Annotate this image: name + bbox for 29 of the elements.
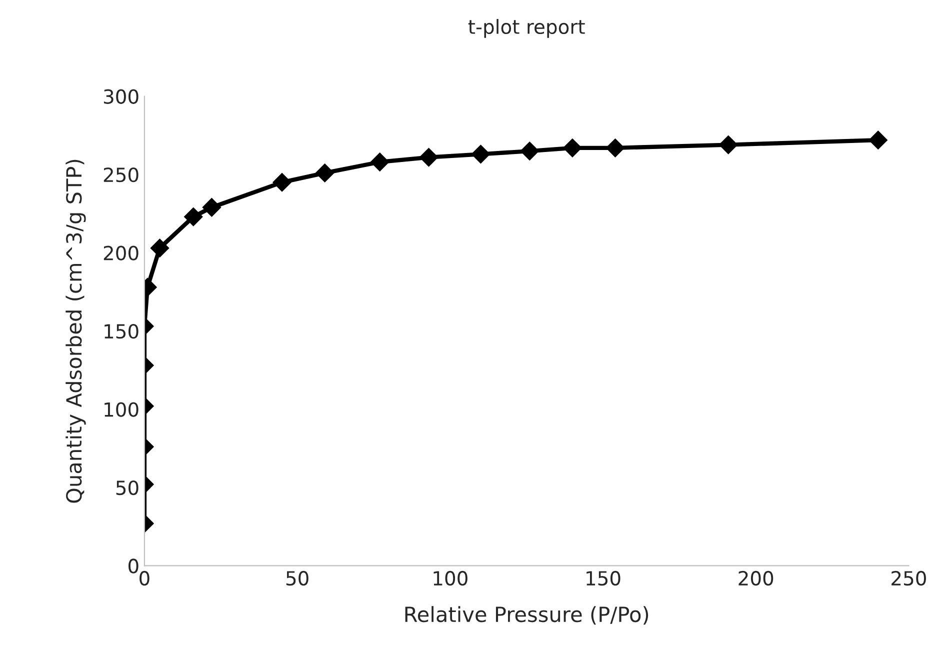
point (718, 135, 738, 154)
point (520, 142, 539, 160)
y-tick-label: 250 (104, 167, 138, 182)
y-axis-title: Quantity Adsorbed (cm^3/g STP) (66, 160, 86, 503)
y-tick-label: 200 (104, 246, 138, 260)
point (419, 148, 438, 167)
x-tick-label: 200 (738, 570, 774, 586)
point (315, 164, 334, 182)
x-tick-label: 0 (140, 570, 150, 586)
y-tick-label: 0 (128, 558, 138, 574)
point (868, 130, 888, 150)
chart-title: t-plot report (468, 19, 585, 38)
x-tick-label: 100 (434, 570, 468, 586)
point (563, 138, 582, 158)
point (471, 144, 490, 164)
y-tick-label: 150 (104, 324, 138, 339)
x-axis-title: Relative Pressure (P/Po) (405, 606, 648, 625)
y-tick-label: 100 (104, 402, 138, 417)
point (272, 172, 292, 192)
point (606, 138, 625, 158)
point (202, 198, 222, 217)
y-tick-label: 300 (104, 89, 138, 104)
point (370, 152, 390, 172)
point (184, 207, 203, 226)
point (150, 238, 170, 258)
x-tick-label: 50 (286, 570, 308, 586)
x-tick-label: 250 (892, 570, 926, 586)
x-tick-label: 150 (586, 570, 620, 586)
y-tick-label: 50 (116, 480, 138, 496)
